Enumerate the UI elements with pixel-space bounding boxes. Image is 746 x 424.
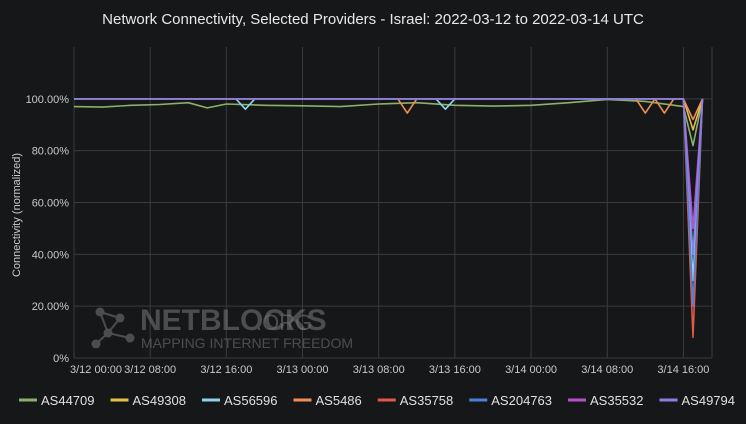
chart-title: Network Connectivity, Selected Providers… [102,11,644,28]
y-tick-label: 80.00% [32,146,70,158]
x-tick-label: 3/12 16:00 [200,364,252,376]
legend-item-as44709: AS44709 [19,393,95,408]
series-line-as35758 [74,98,704,339]
x-axis-ticks: 3/12 00:00 3/12 08:00 3/12 16:00 3/13 00:00… [70,364,709,376]
x-tick-label: 3/14 08:00 [581,364,633,376]
x-tick-label: 3/13 08:00 [353,364,405,376]
netblocks-watermark: NETBLOCKS .ORG MAPPING INTERNET FREEDOM [91,304,353,351]
y-tick-label: 0% [53,353,69,365]
x-tick-label: 3/14 16:00 [657,364,709,376]
series-line-as35532 [74,98,704,230]
x-tick-label: 3/12 08:00 [124,364,176,376]
x-tick-label: 3/13 00:00 [277,364,329,376]
watermark-tagline: MAPPING INTERNET FREEDOM [141,335,353,351]
y-axis-ticks: 0% 20.00% 40.00% 60.00% 80.00% 100.00% [26,94,70,365]
watermark-brand: NETBLOCKS [140,304,327,337]
legend-item-as49794: AS49794 [659,393,736,408]
legend-label: AS56596 [224,393,278,408]
series-line-as49794 [74,98,704,256]
legend-label: AS49308 [133,393,187,408]
legend-item-as204763: AS204763 [469,393,552,408]
legend: AS44709 AS49308 AS56596 AS5486 AS35758 AS2047… [19,393,735,408]
legend-label: AS204763 [491,393,552,408]
legend-item-as49308: AS49308 [110,393,187,408]
watermark-tld: .ORG [256,310,312,335]
y-tick-label: 20.00% [32,301,70,313]
y-tick-label: 100.00% [26,94,70,106]
netblocks-logo-icon [91,307,135,349]
series-lines [73,98,704,339]
legend-label: AS5486 [316,393,362,408]
legend-label: AS35532 [590,393,644,408]
x-tick-label: 3/14 00:00 [505,364,557,376]
legend-item-as5486: AS5486 [293,393,362,408]
legend-label: AS44709 [41,393,95,408]
legend-label: AS49794 [682,393,736,408]
series-line-as44709 [73,98,704,147]
legend-item-as56596: AS56596 [202,393,278,408]
x-tick-label: 3/12 00:00 [70,364,122,376]
legend-item-as35532: AS35532 [568,393,644,408]
y-tick-label: 60.00% [32,198,70,210]
x-tick-label: 3/13 16:00 [429,364,481,376]
series-line-as56596 [74,98,704,282]
y-axis-label: Connectivity (normalized) [11,153,23,277]
y-tick-label: 40.00% [32,249,70,261]
legend-item-as35758: AS35758 [377,393,454,408]
legend-label: AS35758 [400,393,454,408]
series-line-as5486 [74,98,704,121]
